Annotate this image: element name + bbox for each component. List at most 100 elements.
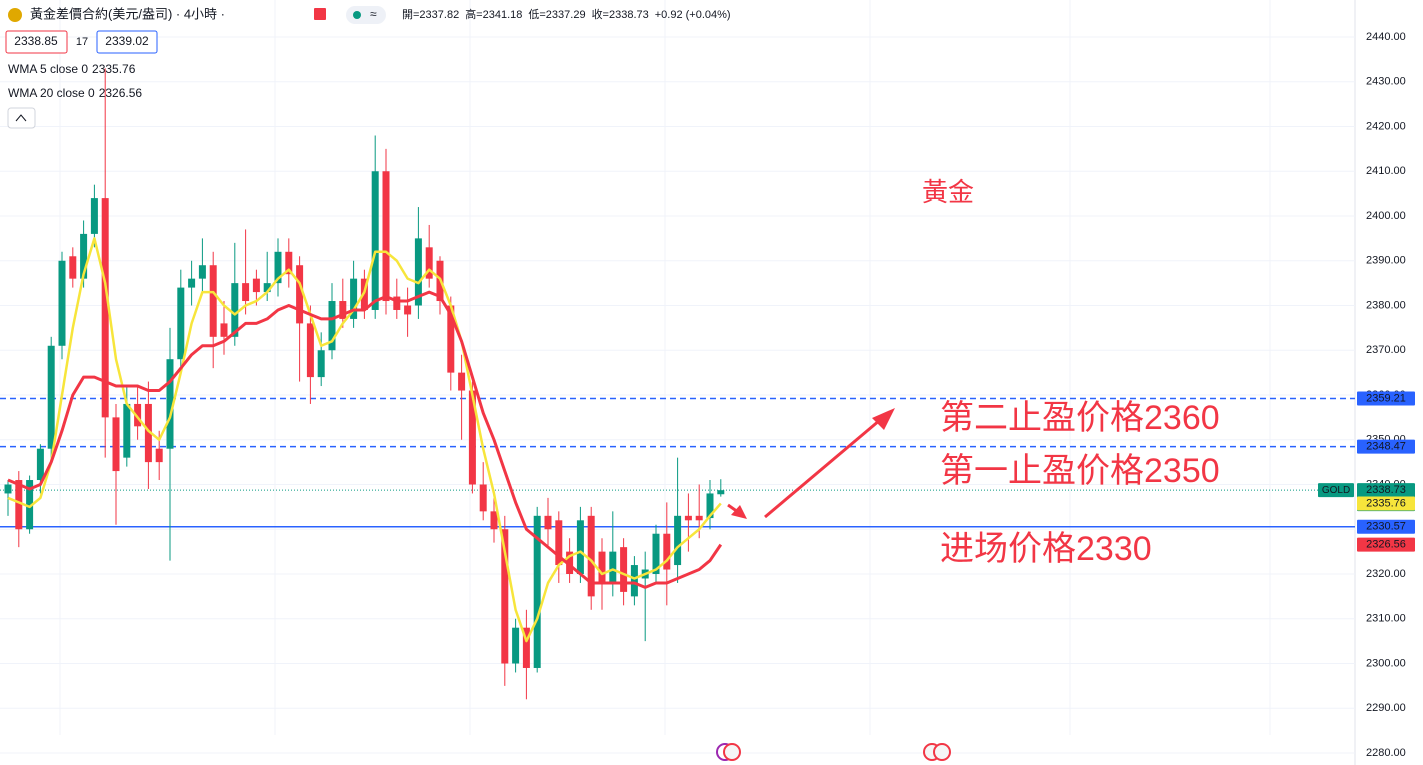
- candle-body: [555, 520, 563, 566]
- candle-body: [414, 238, 422, 306]
- legend-name: WMA 5 close 0: [8, 62, 88, 76]
- candle-body: [620, 547, 628, 592]
- buy-button[interactable]: [96, 30, 158, 54]
- candle-body: [674, 515, 682, 566]
- buy-price[interactable]: 2339.02: [105, 34, 149, 48]
- candle-body: [393, 296, 401, 310]
- y-tick-label: 2280.00: [1366, 747, 1406, 759]
- y-tick-label: 2400.00: [1366, 210, 1406, 222]
- wma-line: [7, 237, 722, 643]
- series-tag-bg: [1357, 537, 1415, 552]
- price-line-tag: 2330.57: [1366, 521, 1406, 533]
- candle-body: [36, 448, 44, 481]
- candle-body: [609, 551, 617, 583]
- plot: [0, 68, 1355, 700]
- candle-body: [198, 265, 206, 279]
- arrows: [727, 408, 895, 519]
- candle-body: [80, 233, 88, 279]
- candle-body: [317, 350, 325, 378]
- candle-body: [350, 278, 358, 319]
- candle-body: [220, 323, 228, 337]
- y-tick-label: 2420.00: [1366, 120, 1406, 132]
- candle-body: [447, 305, 455, 373]
- candle-body: [458, 372, 466, 391]
- candle-body: [630, 565, 638, 597]
- candle-body: [90, 198, 98, 234]
- series-tag: 2326.56: [1366, 539, 1406, 551]
- candle-body: [242, 283, 250, 302]
- annotation: 第二止盈价格2360: [940, 399, 1220, 437]
- candle-body: [512, 627, 520, 664]
- y-tick-label: 2390.00: [1366, 255, 1406, 267]
- candle-body: [188, 278, 196, 288]
- candle-body: [144, 403, 152, 463]
- candle-body: [425, 247, 433, 279]
- candle-body: [263, 283, 271, 293]
- candle-body: [69, 256, 77, 279]
- header: ≈ 黃金差價合約(美元/盎司) · 4小時 · 2338.85 17 2339.…: [5, 6, 386, 129]
- candle-body: [4, 484, 12, 494]
- candle-body: [155, 448, 163, 463]
- candle-body: [587, 515, 595, 597]
- ohlc-value: 低=2337.29: [528, 8, 585, 21]
- ohlc-value: +0.92 (+0.04%): [655, 9, 731, 21]
- ohlc-value: 高=2341.18: [465, 7, 522, 21]
- sell-button[interactable]: [5, 30, 68, 54]
- ohlc: 開=2337.82 高=2341.18 低=2337.29 收=2338.73 +0.9…: [402, 7, 731, 21]
- candle-body: [274, 251, 282, 284]
- candle-body: [166, 359, 174, 449]
- legend: WMA 5 close 0 2335.76 WMA 20 close 0 2326.5…: [8, 62, 142, 100]
- candle-body: [652, 533, 660, 574]
- price-line-tag-bg: [1357, 519, 1415, 534]
- candle-body: [306, 323, 314, 378]
- grid: 2280.00 2290.00 2300.00 2310.00 2320.00 2330.…: [0, 31, 1406, 759]
- candle-body: [382, 171, 390, 302]
- candle-body: [328, 301, 336, 351]
- candle-body: [522, 627, 530, 668]
- wma-line: [7, 290, 723, 589]
- candle-body: [566, 551, 574, 574]
- candle-body: [576, 520, 584, 574]
- last-price: 2338.73: [1366, 484, 1406, 496]
- y-tick-label: 2410.00: [1366, 165, 1406, 177]
- sell-price[interactable]: 2338.85: [14, 34, 58, 48]
- candle-body: [252, 278, 260, 293]
- candle-body: [296, 265, 304, 324]
- candle-body: [209, 265, 217, 337]
- price-line-tag-bg: [1357, 391, 1415, 406]
- candle-body: [695, 515, 703, 521]
- y-tick-label: 2440.00: [1366, 31, 1406, 43]
- annotation: 第一止盈价格2350: [940, 452, 1220, 490]
- candle-body: [123, 403, 131, 458]
- annotation: 黃金: [922, 177, 974, 207]
- legend-value: 2326.56: [99, 86, 143, 100]
- candle-body: [134, 403, 142, 427]
- candle-body: [501, 529, 509, 664]
- legend-value: 2335.76: [92, 62, 136, 76]
- candle-body: [26, 480, 34, 530]
- spread: 17: [76, 36, 88, 48]
- y-tick-label: 2320.00: [1366, 568, 1406, 580]
- series-tag: 2335.76: [1366, 497, 1406, 509]
- y-tick-label: 2380.00: [1366, 299, 1406, 311]
- y-tick-label: 2310.00: [1366, 613, 1406, 625]
- candle-body: [15, 480, 23, 530]
- candle-body: [177, 287, 185, 360]
- candle-body: [339, 301, 347, 319]
- candle-body: [58, 260, 66, 346]
- ohlc-value: 收=2338.73: [592, 7, 649, 21]
- price-line-tag: 2359.21: [1366, 392, 1406, 404]
- candle-body: [490, 511, 498, 530]
- candle-body: [231, 283, 239, 337]
- price-line-tag: 2348.47: [1366, 441, 1406, 453]
- ohlc-value: 開=2337.82: [402, 8, 459, 21]
- y-tick-label: 2300.00: [1366, 657, 1406, 669]
- collapse-button[interactable]: [7, 107, 36, 129]
- candle-body: [371, 171, 379, 310]
- symbol-bg: [1318, 483, 1354, 498]
- y-tick-label: 2290.00: [1366, 702, 1406, 714]
- vertical-grid: [59, 0, 1271, 735]
- event-icons: [716, 743, 951, 761]
